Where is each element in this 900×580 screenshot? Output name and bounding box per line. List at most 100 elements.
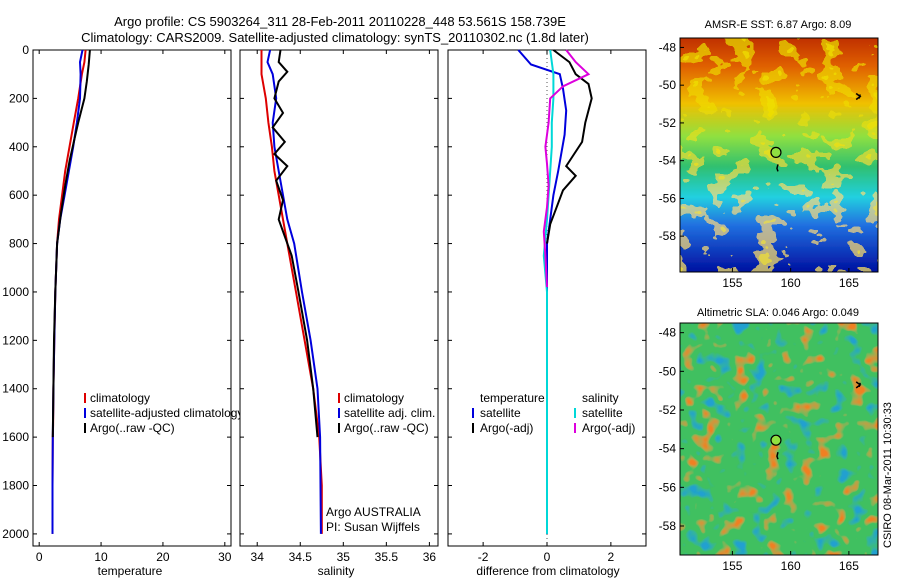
timestamp-watermark: CSIRO 08-Mar-2011 10:30:33 [882, 402, 894, 548]
lat-tick-label: -56 [659, 480, 677, 494]
lat-tick-label: -56 [659, 191, 677, 205]
sla-float-marker [770, 381, 862, 460]
lat-tick-label: -58 [659, 519, 677, 533]
legend-satellite-adj: satellite adj. clim. [344, 406, 435, 420]
salinity-ticks: 34 34.5 35 35.5 36 [240, 49, 438, 564]
figure-title-line2: Climatology: CARS2009. Satellite-adjuste… [81, 30, 589, 45]
legend-temp-argo: Argo(-adj) [480, 421, 533, 435]
sla-map-ticks: 155 160 165 -48 -50 -52 -54 -56 -58 [659, 326, 860, 573]
lon-tick-label: 155 [722, 559, 742, 573]
x-tick-label: 35.5 [375, 550, 399, 564]
y-tick-label: 1600 [2, 430, 29, 444]
legend-swatch-sal-argo [574, 423, 576, 433]
legend-swatch-satellite [338, 408, 340, 418]
y-tick-label: 2000 [2, 527, 29, 541]
temperature-xlabel: temperature [98, 564, 163, 578]
legend-climatology: climatology [90, 391, 150, 405]
legend-satellite-adjusted: satellite-adjusted climatology [90, 406, 243, 420]
x-tick-label: 0 [36, 550, 43, 564]
legend-argo: Argo(..raw -QC) [344, 421, 429, 435]
annotation-argo-australia: Argo AUSTRALIA [326, 505, 421, 519]
legend-swatch-argo [338, 423, 340, 433]
x-tick-label: -2 [478, 550, 489, 564]
lat-tick-label: -54 [659, 154, 677, 168]
lat-tick-label: -52 [659, 116, 677, 130]
salinity-xlabel: salinity [318, 564, 355, 578]
salinity-legend: climatology satellite adj. clim. Argo(..… [338, 391, 435, 435]
y-tick-label: 1800 [2, 479, 29, 493]
legend-climatology: climatology [344, 391, 404, 405]
difference-lines [517, 49, 593, 534]
lon-tick-label: 155 [722, 276, 742, 290]
salinity-lines [260, 49, 323, 534]
temperature-legend: climatology satellite-adjusted climatolo… [84, 391, 243, 435]
difference-xlabel: difference from climatology [476, 564, 619, 578]
legend-swatch-temp-argo [472, 423, 474, 433]
lat-tick-label: -54 [659, 442, 677, 456]
lon-tick-label: 160 [781, 559, 801, 573]
salinity-axes-frame [239, 49, 439, 547]
float-track [776, 451, 779, 460]
lat-tick-label: -50 [659, 364, 677, 378]
legend-swatch-temp-satellite [472, 408, 474, 418]
lon-tick-label: 165 [839, 276, 859, 290]
series-line [271, 49, 319, 438]
x-tick-label: 0 [544, 550, 551, 564]
temperature-ticks: 0 10 20 30 0 200 400 600 800 1000 1200 1400 1600 1800… [2, 43, 232, 564]
y-tick-label: 0 [22, 43, 29, 57]
series-line [260, 50, 323, 534]
difference-legend: temperature satellite Argo(-adj) salinit… [472, 391, 635, 435]
y-tick-label: 1200 [2, 333, 29, 347]
x-tick-label: 35 [337, 550, 351, 564]
series-line [266, 49, 322, 534]
float-track [776, 164, 779, 172]
series-line [546, 49, 593, 244]
temperature-lines [51, 49, 91, 534]
lat-tick-label: -52 [659, 403, 677, 417]
legend-swatch-climatology [338, 393, 340, 403]
y-tick-label: 800 [9, 237, 29, 251]
lat-tick-label: -58 [659, 229, 677, 243]
salinity-panel: 34 34.5 35 35.5 36 salinity climatology sate… [239, 49, 439, 578]
legend-swatch-sal-satellite [574, 408, 576, 418]
x-tick-label: 34.5 [289, 550, 313, 564]
other-float-track [855, 381, 862, 389]
series-line [542, 49, 591, 288]
annotation-pi: PI: Susan Wijffels [326, 520, 420, 534]
x-tick-label: 34 [251, 550, 265, 564]
sst-map-title: AMSR-E SST: 6.87 Argo: 8.09 [705, 19, 852, 31]
series-line [51, 49, 91, 438]
temperature-panel: 0 10 20 30 0 200 400 600 800 1000 1200 1400 1600 1800… [2, 43, 243, 578]
temperature-axes-frame [32, 49, 232, 547]
y-tick-label: 1000 [2, 285, 29, 299]
sla-map-frame [679, 322, 879, 556]
legend-sal-argo: Argo(-adj) [582, 421, 635, 435]
difference-panel: -2 0 2 difference from climatology tempera… [447, 49, 647, 578]
legend-temperature-heading: temperature [480, 391, 545, 405]
difference-ticks: -2 0 2 [448, 49, 646, 564]
x-tick-label: 2 [608, 550, 615, 564]
sla-map-panel: Altimetric SLA: 0.046 Argo: 0.049 155 160… [659, 307, 879, 573]
sla-map-title: Altimetric SLA: 0.046 Argo: 0.049 [697, 307, 859, 319]
x-tick-label: 10 [94, 550, 108, 564]
lat-tick-label: -50 [659, 78, 677, 92]
y-tick-label: 1400 [2, 382, 29, 396]
sst-float-marker [770, 92, 862, 172]
x-tick-label: 20 [156, 550, 170, 564]
y-tick-label: 400 [9, 140, 29, 154]
argo-float-position [770, 146, 782, 158]
legend-sal-satellite: satellite [582, 406, 623, 420]
legend-swatch-climatology [84, 393, 86, 403]
y-tick-label: 200 [9, 91, 29, 105]
figure-title-line1: Argo profile: CS 5903264_311 28-Feb-2011… [114, 14, 566, 29]
sst-map-frame [679, 37, 879, 273]
x-tick-label: 30 [218, 550, 232, 564]
lon-tick-label: 160 [781, 276, 801, 290]
argo-float-position [770, 434, 782, 446]
x-tick-label: 36 [423, 550, 437, 564]
legend-argo: Argo(..raw -QC) [90, 421, 175, 435]
sst-map-panel: AMSR-E SST: 6.87 Argo: 8.09 155 160 165 -48… [659, 19, 879, 290]
legend-salinity-heading: salinity [582, 391, 619, 405]
sst-map-ticks: 155 160 165 -48 -50 -52 -54 -56 -58 [659, 40, 860, 290]
